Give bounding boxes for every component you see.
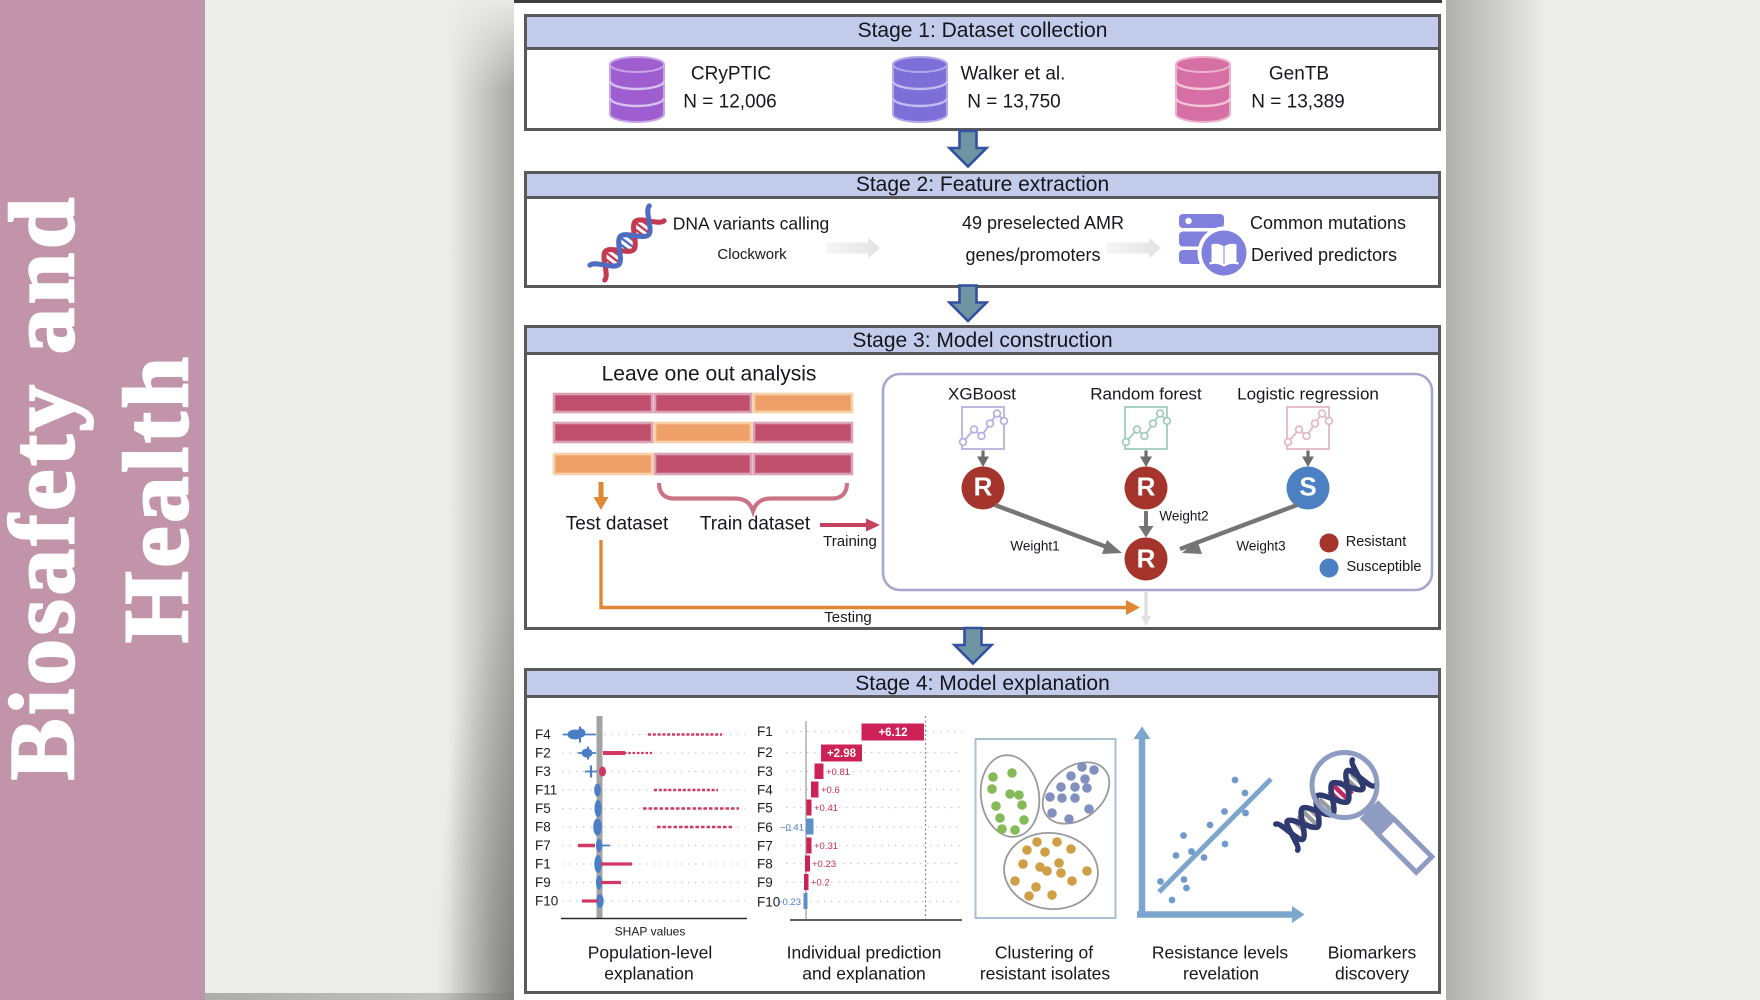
svg-text:F7: F7 [757,839,773,854]
svg-text:F1: F1 [757,724,773,739]
svg-text:+0.6: +0.6 [821,785,840,796]
svg-text:F9: F9 [757,875,773,890]
svg-text:F5: F5 [757,801,773,816]
svg-text:F7: F7 [535,838,551,853]
svg-text:F3: F3 [757,764,773,779]
svg-text:F8: F8 [757,857,773,872]
svg-text:F10: F10 [535,894,558,909]
svg-text:F5: F5 [535,801,551,816]
svg-text:F2: F2 [757,745,773,760]
svg-text:F3: F3 [535,764,551,779]
svg-text:+0.41: +0.41 [814,803,838,814]
svg-text:−0.41: −0.41 [780,823,804,834]
svg-text:+2.98: +2.98 [827,748,857,760]
svg-text:F1: F1 [535,857,551,872]
svg-text:F2: F2 [535,746,551,761]
svg-text:+0.81: +0.81 [826,767,850,778]
svg-text:F9: F9 [535,875,551,890]
svg-text:+0.23: +0.23 [812,859,836,870]
svg-text:F8: F8 [535,820,551,835]
svg-text:+0.2: +0.2 [811,878,830,889]
svg-text:+6.12: +6.12 [878,727,907,739]
svg-text:F4: F4 [757,783,773,798]
svg-text:F4: F4 [535,727,551,742]
svg-text:F11: F11 [535,783,557,798]
svg-text:F6: F6 [757,820,773,835]
svg-text:−0.23: −0.23 [777,897,801,908]
svg-text:F10: F10 [757,895,780,910]
svg-text:+0.31: +0.31 [814,841,838,852]
